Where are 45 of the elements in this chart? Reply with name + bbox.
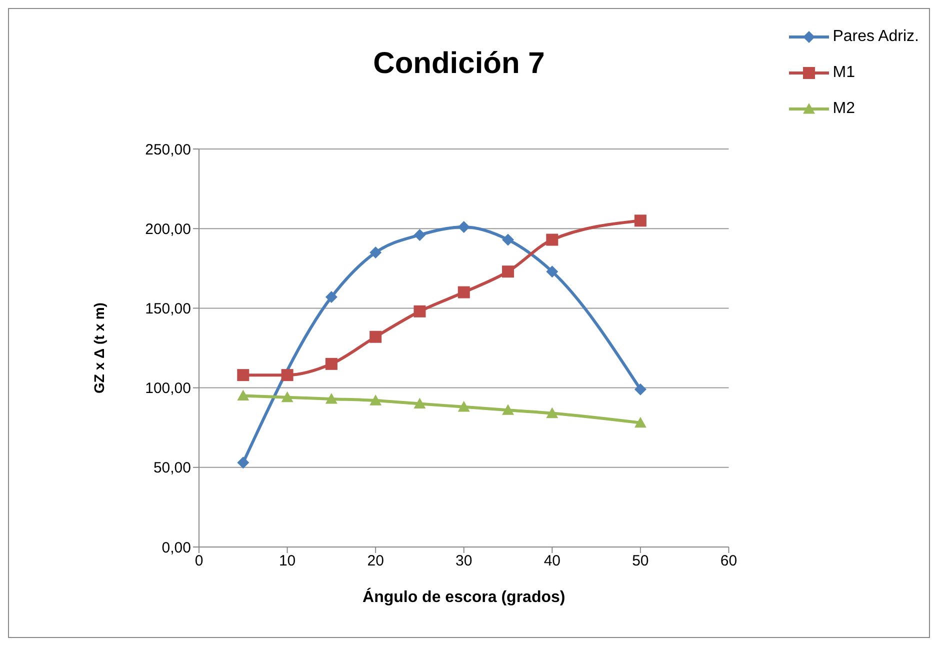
point: [458, 221, 470, 234]
y-tick-label: 50,00: [153, 460, 191, 477]
x-tick-label: 30: [456, 552, 472, 570]
x-axis-title: Ángulo de escora (grados): [362, 587, 566, 606]
y-tick-label: 100,00: [145, 380, 191, 398]
point: [237, 390, 250, 401]
y-axis-title: GZ x Δ (t x m): [90, 302, 107, 394]
point: [502, 234, 514, 246]
point: [237, 369, 250, 382]
point: [414, 398, 426, 409]
point: [458, 400, 470, 412]
point: [325, 358, 338, 370]
chart-title: Condición 7: [372, 47, 546, 81]
y-tick-label: 0,00: [162, 539, 191, 556]
x-tick-label: 0: [194, 552, 204, 570]
legend-label: Pares Adriz.: [832, 28, 919, 46]
point: [546, 407, 558, 418]
point: [370, 330, 382, 343]
point: [281, 369, 294, 382]
point: [546, 234, 558, 246]
x-tick-label: 60: [720, 552, 738, 570]
point: [634, 214, 646, 227]
point: [414, 305, 426, 318]
point: [634, 416, 646, 428]
y-tick-label: 250,00: [145, 141, 191, 158]
point: [237, 456, 250, 469]
point: [414, 228, 426, 241]
point: [502, 266, 514, 278]
y-tick-label: 150,00: [145, 300, 191, 318]
point: [502, 404, 514, 415]
point: [325, 392, 338, 404]
point: [634, 383, 646, 396]
point: [370, 246, 382, 258]
point: [458, 286, 470, 298]
x-tick-label: 40: [544, 552, 560, 570]
x-tick-label: 50: [632, 552, 649, 570]
x-tick-label: 10: [278, 552, 296, 570]
y-tick-label: 200,00: [145, 220, 191, 238]
point: [370, 394, 382, 406]
point: [325, 291, 338, 304]
x-tick-label: 20: [367, 552, 384, 570]
point: [281, 391, 294, 402]
point: [546, 266, 558, 278]
legend-label: M2: [832, 100, 855, 118]
legend-label: M1: [832, 64, 855, 82]
